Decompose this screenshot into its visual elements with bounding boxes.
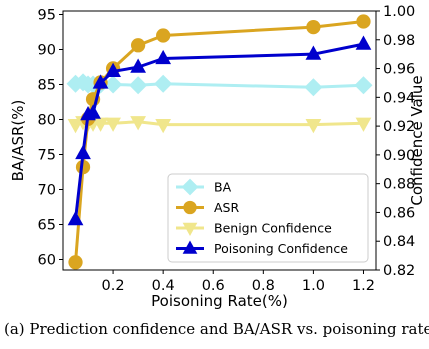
left-y-tick-label: 80 — [38, 113, 56, 129]
data-point-poisoning-confidence — [305, 45, 322, 60]
series-layer — [66, 14, 373, 270]
right-y-tick-label: 0.92 — [383, 119, 415, 135]
data-point-poisoning-confidence — [130, 58, 146, 73]
tick-layer: 0.2 0.4 0.6 0.8 1.0 1.2 60 65 70 75 80 85 90 95 0.82 0.… — [38, 4, 416, 294]
x-tick-label: 0.4 — [152, 278, 175, 294]
plot-frame — [62, 10, 377, 271]
data-point-ba — [354, 76, 373, 95]
x-tick-label: 1.2 — [352, 278, 375, 294]
data-point-asr — [306, 19, 321, 35]
x-tick-label: 0.6 — [202, 278, 225, 294]
x-tick-label: 1.0 — [302, 278, 325, 294]
data-point-benign-confidence — [355, 117, 372, 132]
data-point-poisoning-confidence — [355, 35, 372, 50]
data-point-ba — [154, 74, 173, 93]
data-point-poisoning-confidence — [67, 211, 84, 226]
series-benign-confidence — [67, 116, 372, 134]
series-line-poisoning-confidence — [74, 42, 364, 220]
left-y-tick-label: 95 — [38, 8, 56, 24]
left-y-tick-label: 90 — [38, 43, 56, 59]
right-y-axis-title: Confidence Value — [408, 75, 426, 205]
data-point-ba — [104, 75, 123, 94]
data-point-poisoning-confidence — [155, 49, 172, 65]
series-line-benign-confidence — [74, 120, 364, 127]
data-point-asr — [130, 38, 146, 53]
left-y-axis-title: BA/ASR(%) — [9, 100, 27, 182]
right-y-tick-label: 0.88 — [383, 177, 415, 193]
data-point-poisoning-confidence — [105, 62, 121, 78]
right-y-tick-label: 1.00 — [383, 4, 415, 20]
x-tick-label: 0.2 — [102, 278, 125, 294]
legend-marker-ba — [181, 178, 199, 196]
right-y-tick-label: 0.96 — [383, 62, 415, 78]
left-y-tick-label: 70 — [38, 183, 56, 199]
left-y-tick-label: 60 — [38, 253, 56, 269]
legend-label-ba: BA — [214, 180, 232, 195]
legend-marker-benign-confidence — [182, 222, 198, 237]
legend: BA ASR Benign Confidence Poisoning Confiden… — [167, 173, 369, 263]
data-point-ba — [304, 78, 323, 97]
data-point-benign-confidence — [305, 119, 322, 134]
left-y-tick-label: 75 — [38, 148, 56, 164]
x-axis-title: Poisoning Rate(%) — [151, 292, 288, 310]
left-y-tick-label: 85 — [38, 78, 56, 94]
right-y-tick-label: 0.86 — [383, 205, 415, 221]
data-point-benign-confidence — [155, 119, 172, 134]
data-point-poisoning-confidence — [85, 104, 101, 119]
data-point-benign-confidence — [92, 117, 109, 132]
data-point-asr — [68, 255, 83, 270]
right-y-tick-label: 0.98 — [383, 33, 415, 49]
dual-axis-line-chart: 0.2 0.4 0.6 0.8 1.0 1.2 60 65 70 75 80 85 90 95 0.82 0.… — [9, 4, 426, 310]
legend-marker-poisoning-confidence — [182, 240, 198, 254]
x-tick-label: 0.8 — [252, 278, 275, 294]
series-poisoning-confidence — [67, 35, 372, 226]
legend-box — [167, 173, 369, 263]
figure-caption: (a) Prediction confidence and BA/ASR vs.… — [4, 320, 429, 338]
legend-label-poisoning-confidence: Poisoning Confidence — [214, 241, 348, 256]
data-point-poisoning-confidence — [75, 144, 91, 160]
right-y-tick-label: 0.94 — [383, 90, 415, 106]
right-y-tick-label: 0.84 — [383, 234, 415, 250]
left-y-tick-label: 65 — [38, 218, 56, 234]
data-point-ba — [129, 76, 148, 95]
data-point-benign-confidence — [130, 116, 146, 131]
data-point-poisoning-confidence — [92, 74, 109, 89]
legend-label-asr: ASR — [214, 200, 239, 215]
data-point-asr — [75, 159, 91, 175]
legend-marker-asr — [183, 200, 197, 215]
right-y-tick-label: 0.82 — [383, 263, 415, 279]
data-point-benign-confidence — [105, 117, 121, 132]
legend-label-benign-confidence: Benign Confidence — [214, 221, 332, 236]
right-y-tick-label: 0.90 — [383, 148, 415, 164]
data-point-asr — [156, 28, 171, 43]
data-point-asr — [356, 14, 371, 29]
